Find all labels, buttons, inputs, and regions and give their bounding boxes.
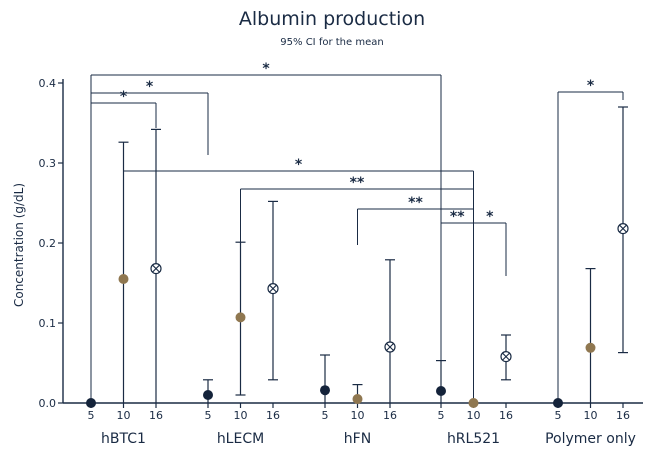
x-tick-label: 16	[616, 409, 630, 422]
data-point	[203, 390, 213, 400]
data-point-cross	[619, 224, 627, 233]
significance-label: *	[587, 78, 595, 94]
x-tick-label: 10	[584, 409, 598, 422]
data-point	[235, 312, 246, 323]
data-point	[585, 342, 596, 353]
y-tick-label: 0.2	[39, 237, 57, 250]
significance-label: **	[350, 175, 365, 191]
data-point-cross	[152, 264, 160, 273]
data-point	[468, 398, 479, 408]
x-tick-label: 10	[234, 409, 248, 422]
data-point	[352, 394, 363, 404]
y-tick-label: 0.1	[39, 317, 57, 330]
group-label: Polymer only	[545, 431, 636, 447]
data-point-cross	[269, 284, 277, 293]
data-point	[553, 398, 563, 408]
x-tick-label: 10	[467, 409, 481, 422]
significance-label: **	[408, 195, 423, 211]
x-tick-label: 5	[555, 409, 562, 422]
significance-label: *	[262, 61, 270, 77]
x-tick-label: 16	[149, 409, 163, 422]
x-tick-label: 16	[499, 409, 513, 422]
x-tick-label: 5	[438, 409, 445, 422]
x-tick-label: 5	[88, 409, 95, 422]
x-tick-label: 5	[322, 409, 329, 422]
y-tick-label: 0.4	[39, 77, 57, 90]
group-label: hBTC1	[101, 431, 146, 447]
significance-layer: ********** **	[90, 61, 624, 403]
data-point	[118, 274, 129, 284]
x-tick-label: 16	[383, 409, 397, 422]
chart-title: Albumin production	[239, 8, 425, 30]
significance-label: *	[486, 209, 494, 225]
group-label: hLECM	[217, 431, 264, 447]
y-tick-label: 0.0	[39, 397, 57, 410]
data-point-cross	[502, 352, 510, 361]
significance-label: *	[295, 157, 303, 173]
group-label: hRL521	[447, 431, 500, 447]
significance-label: *	[120, 89, 128, 105]
chart-subtitle: 95% CI for the mean	[280, 37, 383, 48]
x-tick-label: 16	[266, 409, 280, 422]
y-tick-label: 0.3	[39, 157, 57, 170]
significance-label: *	[146, 79, 154, 95]
data-point	[320, 385, 330, 396]
significance-label: **	[450, 209, 465, 225]
data-point	[436, 386, 446, 396]
group-label: hFN	[344, 431, 371, 447]
x-tick-label: 10	[117, 409, 131, 422]
marks-layer	[86, 106, 629, 408]
x-tick-label: 10	[351, 409, 365, 422]
data-point-cross	[386, 343, 394, 351]
data-point	[86, 398, 96, 408]
x-tick-label: 5	[205, 409, 212, 422]
y-axis-label: Concentration (g/dL)	[12, 183, 26, 307]
